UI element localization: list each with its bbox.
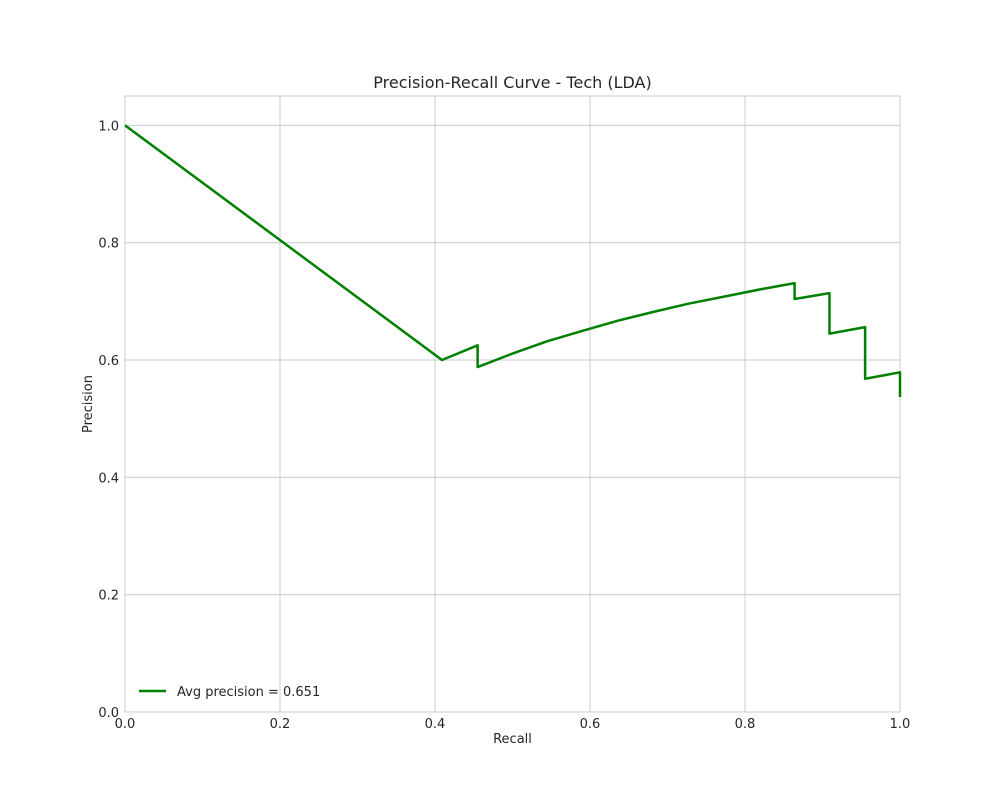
tick-labels: 0.0 0.2 0.4 0.6 0.8 1.0 0.0 0.2 0.4 0.6 0.8 1.0 <box>98 119 910 732</box>
y-tick-label: 0.6 <box>98 354 119 369</box>
y-tick-label: 0.4 <box>98 471 119 486</box>
series-line-0 <box>124 124 902 397</box>
y-tick-label: 0.0 <box>98 706 119 721</box>
y-tick-label: 0.8 <box>98 237 119 252</box>
plot-frame <box>124 95 901 713</box>
y-tick-label: 1.0 <box>98 119 119 134</box>
x-tick-label: 0.8 <box>735 717 756 732</box>
x-axis-label: Recall <box>493 732 532 747</box>
x-tick-label: 0.0 <box>115 717 136 732</box>
x-tick-label: 0.4 <box>425 717 446 732</box>
y-tick-label: 0.2 <box>98 589 119 604</box>
chart-title: Precision-Recall Curve - Tech (LDA) <box>373 73 651 92</box>
x-tick-label: 1.0 <box>890 717 911 732</box>
legend: Avg precision = 0.651 <box>139 685 320 700</box>
legend-entry-label: Avg precision = 0.651 <box>177 685 320 700</box>
x-tick-label: 0.6 <box>580 717 601 732</box>
x-tick-label: 0.2 <box>270 717 291 732</box>
y-axis-label: Precision <box>81 375 96 433</box>
series-layer <box>124 124 902 397</box>
